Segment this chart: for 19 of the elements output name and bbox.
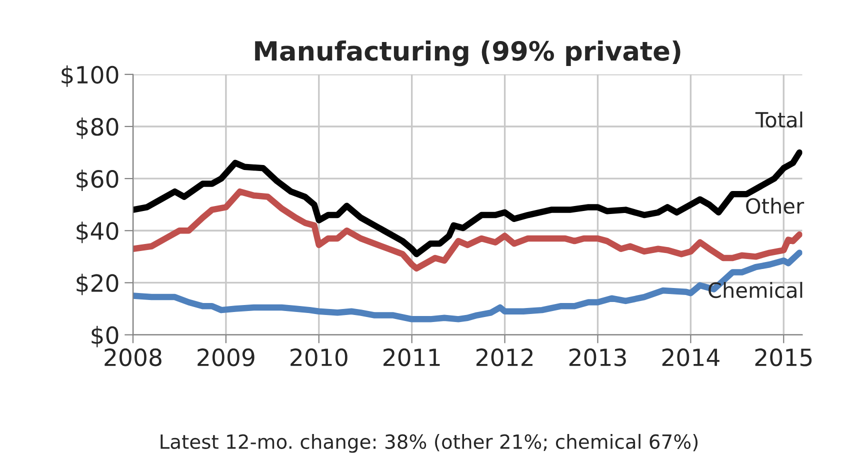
y-tick-label: $0 [92, 326, 118, 348]
y-tick-label: $60 [76, 170, 118, 191]
x-tick-label: 2009 [198, 348, 254, 366]
y-tick-label: $40 [76, 222, 118, 244]
text: Latest 12-mo. change: 38% (other 21%; chemical 67%) [160, 434, 698, 453]
y-tick-label: $20 [76, 274, 118, 296]
x-tick-label: 2015 [755, 348, 812, 366]
x-tick-label: 2014 [662, 348, 720, 366]
x-tick-label: 2011 [384, 348, 440, 366]
x-tick-label: 2010 [290, 348, 348, 366]
x-tick-label: 2008 [104, 348, 162, 366]
x-tick-label: 2012 [476, 348, 532, 366]
series-label: Other [746, 198, 804, 214]
chart-title: Manufacturing (99% private) [255, 40, 680, 66]
y-tick-label: $80 [76, 118, 118, 139]
x-tick-label: 2013 [569, 348, 626, 366]
y-tick-label: $100 [62, 65, 118, 87]
series-label: Total [755, 112, 802, 128]
series-label: Chemical [708, 282, 802, 298]
